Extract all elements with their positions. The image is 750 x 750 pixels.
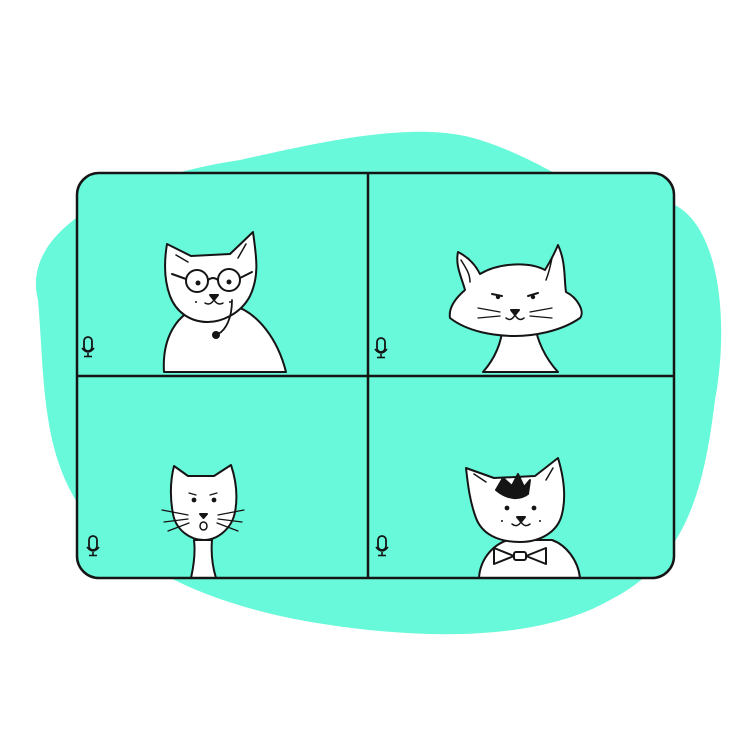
video-call-frame xyxy=(75,171,676,580)
whiskered-cat-icon xyxy=(161,464,245,578)
fluffy-cat-icon xyxy=(448,244,583,373)
tile-bottom-right xyxy=(375,457,581,578)
cat-with-glasses-icon xyxy=(162,231,287,373)
tile-bottom-left xyxy=(86,464,245,578)
tile-top-left xyxy=(81,231,287,373)
cat-with-bow-tie-icon xyxy=(465,457,581,578)
tile-top-right xyxy=(374,244,583,373)
